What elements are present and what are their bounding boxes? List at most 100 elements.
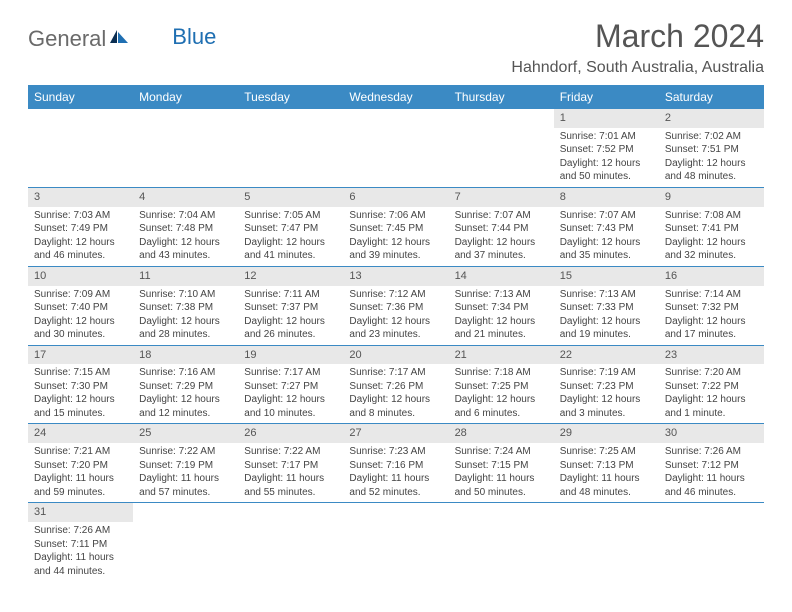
- day-details: Sunrise: 7:07 AMSunset: 7:44 PMDaylight:…: [449, 207, 554, 266]
- day-details: Sunrise: 7:26 AMSunset: 7:11 PMDaylight:…: [28, 522, 133, 581]
- day-details: Sunrise: 7:03 AMSunset: 7:49 PMDaylight:…: [28, 207, 133, 266]
- calendar-day-cell: [133, 503, 238, 581]
- day-detail-line: Sunrise: 7:13 AM: [560, 288, 653, 302]
- day-detail-line: Daylight: 11 hours: [244, 472, 337, 486]
- day-number: 7: [449, 188, 554, 207]
- calendar-day-cell: 11Sunrise: 7:10 AMSunset: 7:38 PMDayligh…: [133, 266, 238, 345]
- day-detail-line: and 43 minutes.: [139, 249, 232, 263]
- day-detail-line: Daylight: 11 hours: [34, 472, 127, 486]
- day-detail-line: Daylight: 12 hours: [455, 393, 548, 407]
- day-details: Sunrise: 7:13 AMSunset: 7:34 PMDaylight:…: [449, 286, 554, 345]
- day-number: 9: [659, 188, 764, 207]
- day-number-bar: [343, 503, 448, 522]
- sail-icon: [108, 26, 130, 52]
- calendar-day-cell: 17Sunrise: 7:15 AMSunset: 7:30 PMDayligh…: [28, 345, 133, 424]
- day-detail-line: and 28 minutes.: [139, 328, 232, 342]
- day-detail-line: Sunset: 7:17 PM: [244, 459, 337, 473]
- calendar-day-cell: 29Sunrise: 7:25 AMSunset: 7:13 PMDayligh…: [554, 424, 659, 503]
- day-detail-line: and 41 minutes.: [244, 249, 337, 263]
- day-details: Sunrise: 7:25 AMSunset: 7:13 PMDaylight:…: [554, 443, 659, 502]
- day-number: 29: [554, 424, 659, 443]
- day-number: 15: [554, 267, 659, 286]
- weekday-header: Thursday: [449, 85, 554, 109]
- day-detail-line: Daylight: 12 hours: [139, 315, 232, 329]
- day-detail-line: Sunrise: 7:25 AM: [560, 445, 653, 459]
- day-number: 10: [28, 267, 133, 286]
- weekday-header: Friday: [554, 85, 659, 109]
- day-detail-line: Sunset: 7:49 PM: [34, 222, 127, 236]
- day-detail-line: and 35 minutes.: [560, 249, 653, 263]
- day-number-bar: [659, 503, 764, 522]
- calendar-day-cell: 25Sunrise: 7:22 AMSunset: 7:19 PMDayligh…: [133, 424, 238, 503]
- weekday-header: Tuesday: [238, 85, 343, 109]
- day-number-bar: [449, 109, 554, 128]
- day-detail-line: Sunset: 7:19 PM: [139, 459, 232, 473]
- day-detail-line: and 21 minutes.: [455, 328, 548, 342]
- day-detail-line: Sunrise: 7:21 AM: [34, 445, 127, 459]
- day-detail-line: Sunrise: 7:17 AM: [244, 366, 337, 380]
- calendar-day-cell: 13Sunrise: 7:12 AMSunset: 7:36 PMDayligh…: [343, 266, 448, 345]
- weekday-header: Sunday: [28, 85, 133, 109]
- day-number: 8: [554, 188, 659, 207]
- day-detail-line: Sunset: 7:26 PM: [349, 380, 442, 394]
- day-detail-line: Sunset: 7:11 PM: [34, 538, 127, 552]
- calendar-day-cell: 30Sunrise: 7:26 AMSunset: 7:12 PMDayligh…: [659, 424, 764, 503]
- day-detail-line: and 59 minutes.: [34, 486, 127, 500]
- day-detail-line: Sunrise: 7:07 AM: [560, 209, 653, 223]
- calendar-day-cell: [449, 109, 554, 187]
- day-number-bar: [133, 503, 238, 522]
- day-detail-line: Daylight: 11 hours: [560, 472, 653, 486]
- day-number: 23: [659, 346, 764, 365]
- day-detail-line: and 46 minutes.: [34, 249, 127, 263]
- day-detail-line: Daylight: 12 hours: [34, 393, 127, 407]
- day-details: Sunrise: 7:21 AMSunset: 7:20 PMDaylight:…: [28, 443, 133, 502]
- day-number: 16: [659, 267, 764, 286]
- calendar-day-cell: 12Sunrise: 7:11 AMSunset: 7:37 PMDayligh…: [238, 266, 343, 345]
- day-details: Sunrise: 7:14 AMSunset: 7:32 PMDaylight:…: [659, 286, 764, 345]
- day-detail-line: and 48 minutes.: [665, 170, 758, 184]
- day-detail-line: Daylight: 12 hours: [560, 157, 653, 171]
- day-number-bar: [28, 109, 133, 128]
- day-details: Sunrise: 7:06 AMSunset: 7:45 PMDaylight:…: [343, 207, 448, 266]
- day-number: 22: [554, 346, 659, 365]
- day-detail-line: Daylight: 11 hours: [34, 551, 127, 565]
- day-detail-line: and 23 minutes.: [349, 328, 442, 342]
- day-detail-line: Daylight: 12 hours: [560, 315, 653, 329]
- day-detail-line: and 12 minutes.: [139, 407, 232, 421]
- calendar-day-cell: 18Sunrise: 7:16 AMSunset: 7:29 PMDayligh…: [133, 345, 238, 424]
- calendar-day-cell: 7Sunrise: 7:07 AMSunset: 7:44 PMDaylight…: [449, 187, 554, 266]
- day-detail-line: and 19 minutes.: [560, 328, 653, 342]
- day-number-bar: [343, 109, 448, 128]
- day-number: 26: [238, 424, 343, 443]
- calendar-day-cell: [343, 503, 448, 581]
- calendar-day-cell: [659, 503, 764, 581]
- day-details: Sunrise: 7:22 AMSunset: 7:17 PMDaylight:…: [238, 443, 343, 502]
- day-detail-line: and 3 minutes.: [560, 407, 653, 421]
- day-detail-line: Sunrise: 7:04 AM: [139, 209, 232, 223]
- day-details: Sunrise: 7:20 AMSunset: 7:22 PMDaylight:…: [659, 364, 764, 423]
- calendar-day-cell: 5Sunrise: 7:05 AMSunset: 7:47 PMDaylight…: [238, 187, 343, 266]
- weekday-header: Monday: [133, 85, 238, 109]
- day-details: Sunrise: 7:26 AMSunset: 7:12 PMDaylight:…: [659, 443, 764, 502]
- day-detail-line: and 55 minutes.: [244, 486, 337, 500]
- calendar-week-row: 10Sunrise: 7:09 AMSunset: 7:40 PMDayligh…: [28, 266, 764, 345]
- day-number-bar: [238, 109, 343, 128]
- day-detail-line: Daylight: 12 hours: [349, 315, 442, 329]
- day-details: Sunrise: 7:17 AMSunset: 7:26 PMDaylight:…: [343, 364, 448, 423]
- day-detail-line: and 1 minute.: [665, 407, 758, 421]
- day-number: 19: [238, 346, 343, 365]
- day-detail-line: Daylight: 12 hours: [665, 236, 758, 250]
- calendar-day-cell: 3Sunrise: 7:03 AMSunset: 7:49 PMDaylight…: [28, 187, 133, 266]
- day-detail-line: Sunset: 7:34 PM: [455, 301, 548, 315]
- calendar-day-cell: 24Sunrise: 7:21 AMSunset: 7:20 PMDayligh…: [28, 424, 133, 503]
- day-details: Sunrise: 7:04 AMSunset: 7:48 PMDaylight:…: [133, 207, 238, 266]
- day-number-bar: [554, 503, 659, 522]
- header: General Blue March 2024 Hahndorf, South …: [28, 18, 764, 77]
- day-details: Sunrise: 7:01 AMSunset: 7:52 PMDaylight:…: [554, 128, 659, 187]
- day-detail-line: Sunrise: 7:03 AM: [34, 209, 127, 223]
- day-detail-line: Sunset: 7:13 PM: [560, 459, 653, 473]
- day-detail-line: Sunrise: 7:26 AM: [34, 524, 127, 538]
- day-details: Sunrise: 7:24 AMSunset: 7:15 PMDaylight:…: [449, 443, 554, 502]
- day-detail-line: and 50 minutes.: [455, 486, 548, 500]
- day-details: Sunrise: 7:11 AMSunset: 7:37 PMDaylight:…: [238, 286, 343, 345]
